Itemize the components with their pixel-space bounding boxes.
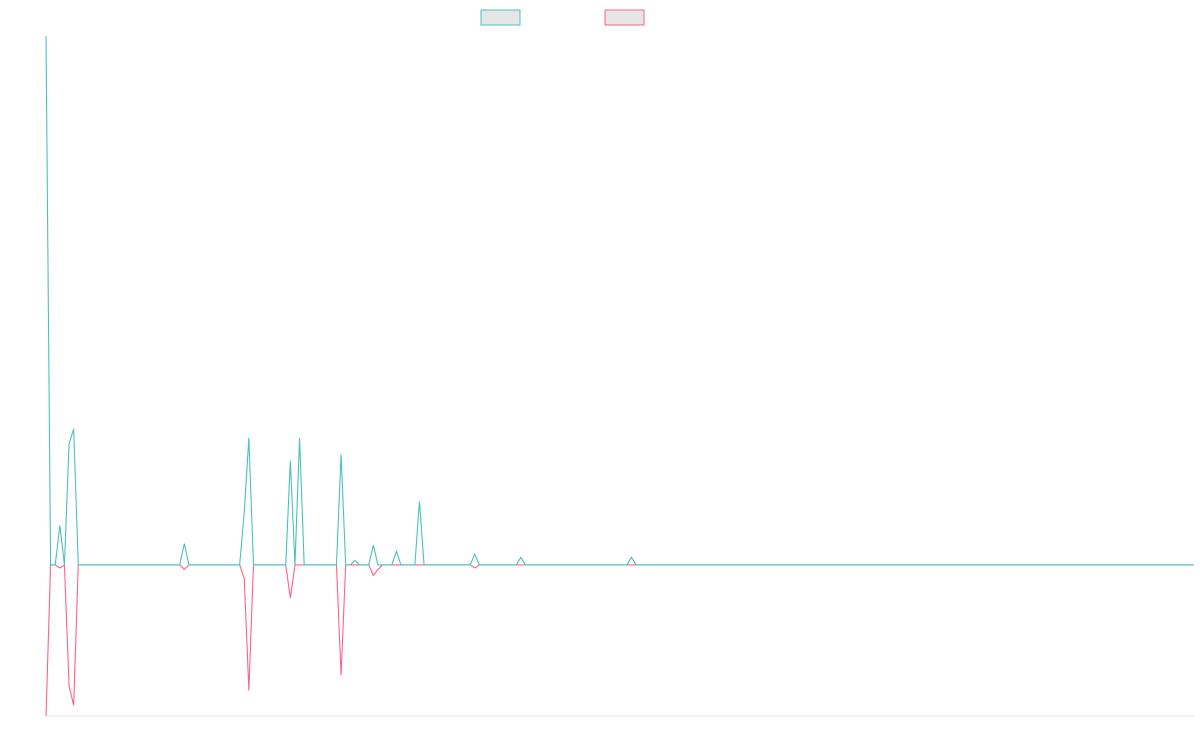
series-layer bbox=[45, 35, 1194, 717]
legend bbox=[480, 9, 645, 26]
series-line-pink bbox=[45, 563, 1194, 717]
legend-swatch bbox=[604, 9, 645, 26]
legend-swatch bbox=[480, 9, 521, 26]
series-line-teal bbox=[45, 35, 1194, 566]
